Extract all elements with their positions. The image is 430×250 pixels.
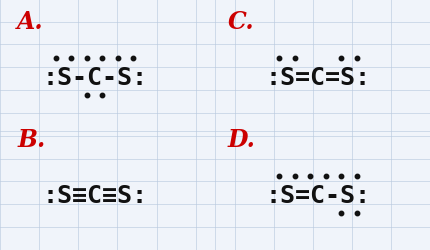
Text: :S=C=S:: :S=C=S:: [266, 66, 371, 90]
Text: C.: C.: [228, 10, 255, 34]
Text: B.: B.: [17, 128, 46, 152]
Text: :S-C-S:: :S-C-S:: [42, 66, 147, 90]
Text: A.: A.: [17, 10, 44, 34]
Text: :S≡C≡S:: :S≡C≡S:: [42, 183, 147, 207]
Text: :S=C-S:: :S=C-S:: [266, 183, 371, 207]
Text: D.: D.: [228, 128, 256, 152]
